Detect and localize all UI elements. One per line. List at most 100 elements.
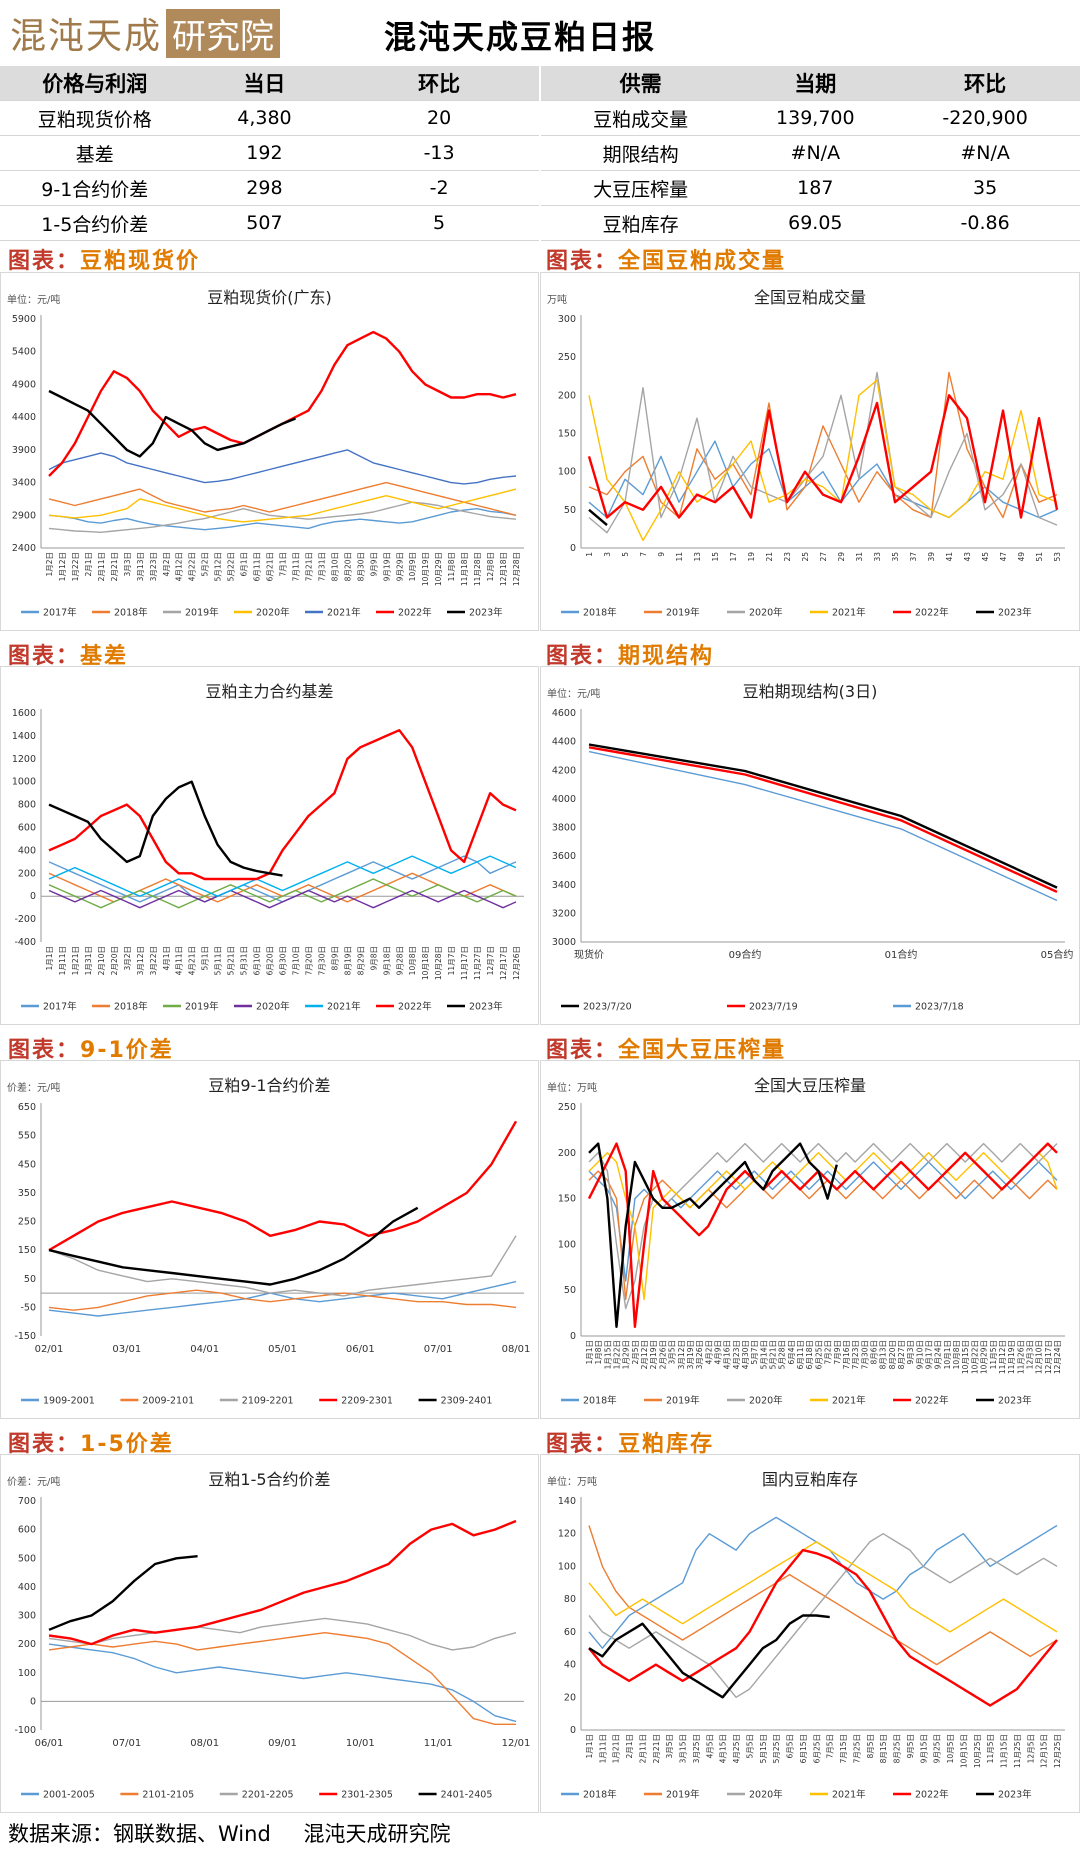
legend-label: 2301-2305	[341, 1790, 393, 1801]
legend-label: 2209-2301	[341, 1396, 393, 1407]
x-tick-label: 6月5日	[786, 1734, 795, 1759]
table-cell: 期限结构	[539, 135, 741, 171]
x-tick-label: 6月11日	[253, 552, 262, 581]
x-tick-label: 8月29日	[356, 946, 365, 975]
report-header: 混沌天成 研究院 混沌天成豆粕日报	[0, 0, 1080, 64]
x-tick-label: 12月8日	[486, 552, 495, 581]
table-cell: 187	[740, 170, 891, 206]
x-tick-label: 2月11日	[638, 1734, 647, 1763]
table-cell: -0.86	[890, 205, 1080, 241]
chart-title: 豆粕现货价(广东)	[207, 288, 332, 307]
x-tick-label: 3月22日	[149, 946, 158, 975]
series-line	[588, 743, 1058, 889]
x-tick-label: 5月5日	[745, 1734, 754, 1759]
x-tick-label: 4月9日	[713, 1340, 722, 1365]
y-tick-label: 100	[558, 1239, 576, 1250]
logo-box: 研究院	[166, 8, 281, 58]
x-tick-label: 3月3日	[123, 552, 132, 577]
series-line	[48, 1555, 198, 1631]
y-tick-label: 120	[558, 1529, 576, 1540]
y-tick-label: -200	[14, 914, 36, 925]
table-cell: -13	[339, 135, 541, 171]
x-tick-label: 3月12日	[136, 946, 145, 975]
x-tick-label: 6月21日	[266, 552, 275, 581]
x-tick-label: 6月11日	[796, 1340, 805, 1369]
y-tick-label: 4200	[552, 765, 576, 776]
page-title: 混沌天成豆粕日报	[384, 18, 657, 56]
y-tick-label: 0	[570, 1725, 576, 1736]
x-tick-label: 2月5日	[631, 1340, 640, 1365]
series-line	[48, 878, 517, 909]
table-row: 9-1合约价差 298 -2 大豆压榨量 187 35	[0, 170, 1080, 206]
legend-label: 2021年	[327, 607, 361, 619]
x-tick-label: 12月25日	[1053, 1734, 1062, 1768]
legend-label: 1909-2001	[43, 1396, 95, 1407]
legend-label: 2018年	[114, 1001, 148, 1013]
series-line	[48, 508, 517, 531]
legend-label: 2019年	[666, 607, 700, 619]
x-tick-label: 3月13日	[136, 552, 145, 581]
x-tick-label: 3月19日	[686, 1340, 695, 1369]
x-tick-label: 05合约	[1041, 948, 1074, 961]
x-tick-label: 7月20日	[304, 946, 313, 975]
y-tick-label: 50	[564, 1285, 576, 1296]
logo-text: 混沌天成	[10, 16, 163, 57]
x-tick-label: 9月9日	[369, 552, 378, 577]
x-tick-label: 7月5日	[826, 1734, 835, 1759]
legend-label: 2020年	[749, 1395, 783, 1407]
x-tick-label: 11月5日	[989, 1340, 998, 1369]
x-tick-label: 9	[657, 552, 666, 557]
x-tick-label: 7月30日	[860, 1340, 869, 1369]
y-tick-label: 2900	[12, 510, 36, 521]
series-line	[588, 440, 1058, 519]
x-tick-label: 25	[801, 552, 810, 562]
table-cell: 4,380	[189, 100, 340, 136]
x-tick-label: 11月26日	[1016, 1340, 1025, 1374]
header-cell: 环比	[890, 66, 1080, 101]
legend-label: 2109-2201	[242, 1396, 294, 1407]
y-tick-label: 2400	[12, 543, 36, 554]
legend-label: 2018年	[583, 1395, 617, 1407]
y-tick-label: 600	[18, 1525, 36, 1536]
series-line	[588, 1548, 1058, 1707]
table-cell: -220,900	[890, 100, 1080, 136]
panel-title-spot-price: 图表：豆粕现货价	[8, 249, 201, 274]
x-tick-label: 2月21日	[652, 1734, 661, 1763]
legend-label: 2023年	[998, 1789, 1032, 1801]
x-tick-label: 12/01	[502, 1738, 531, 1749]
x-tick-label: 12月24日	[1053, 1340, 1062, 1374]
table-cell: 507	[189, 205, 340, 241]
series-line	[48, 1617, 517, 1651]
legend-label: 2101-2105	[142, 1790, 194, 1801]
x-tick-label: 4月25日	[732, 1734, 741, 1763]
legend-label: 2023年	[998, 607, 1032, 619]
y-tick-label: 1000	[12, 777, 36, 788]
chart-title: 豆粕9-1合约价差	[208, 1076, 330, 1095]
x-tick-label: 5月1日	[201, 946, 210, 971]
x-tick-label: 53	[1053, 552, 1062, 562]
y-tick-label: 200	[558, 1148, 576, 1159]
x-tick-label: 7月30日	[317, 946, 326, 975]
x-tick-label: 12月5日	[1026, 1734, 1035, 1763]
series-line	[587, 394, 1059, 519]
legend-label: 2017年	[43, 607, 77, 619]
footer-source: 数据来源：钢联数据、Wind	[8, 1822, 271, 1846]
chart-title: 全国大豆压榨量	[754, 1076, 866, 1095]
table-cell: 基差	[0, 135, 190, 171]
x-tick-label: 13	[693, 552, 702, 562]
x-tick-label: 02/01	[35, 1344, 64, 1355]
header-cell: 供需	[539, 66, 741, 101]
x-tick-label: 12月15日	[1040, 1734, 1049, 1768]
x-tick-label: 3月5日	[668, 1340, 677, 1365]
x-tick-label: 4月11日	[175, 946, 184, 975]
y-tick-label: 100	[558, 1561, 576, 1572]
x-tick-label: 5月21日	[769, 1340, 778, 1369]
y-tick-label: 3000	[552, 937, 576, 948]
y-tick-label: 400	[18, 1582, 36, 1593]
panel-title-spread-1-5: 图表：1-5价差	[8, 1432, 174, 1457]
y-tick-label: 4400	[552, 737, 576, 748]
x-tick-label: 5月31日	[240, 946, 249, 975]
x-tick-label: 3月2日	[123, 946, 132, 971]
y-tick-label: 800	[18, 800, 36, 811]
x-tick-label: 37	[909, 552, 918, 562]
